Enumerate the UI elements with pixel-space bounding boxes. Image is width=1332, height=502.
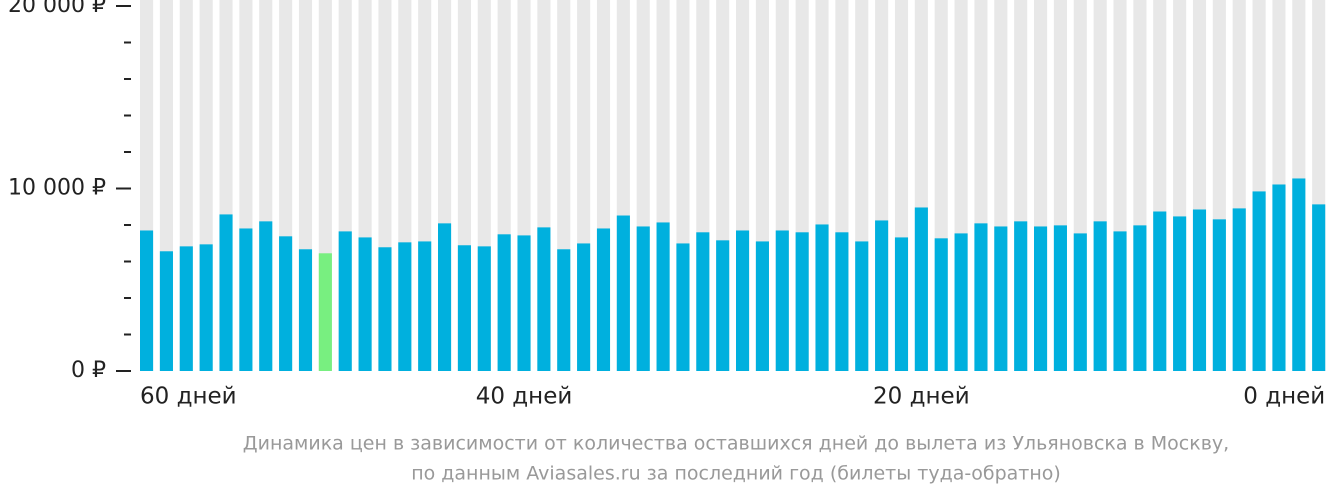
bar (577, 243, 591, 371)
bar (1034, 226, 1048, 371)
bar (1153, 211, 1167, 371)
bar (1292, 178, 1306, 371)
bar (477, 246, 491, 371)
bar (894, 237, 909, 371)
bar (457, 245, 471, 371)
y-tick-label: 20 000 ₽ (8, 0, 106, 18)
bar (1014, 221, 1028, 371)
bar (1093, 221, 1107, 371)
bar (994, 226, 1008, 371)
bar (159, 251, 173, 371)
bar (914, 207, 928, 371)
bar (279, 236, 293, 371)
bar (716, 240, 730, 371)
bar (219, 214, 233, 371)
bar (656, 222, 670, 371)
bar (199, 244, 213, 371)
bar (815, 224, 829, 371)
bar (974, 223, 988, 371)
bar (616, 215, 630, 371)
bar (1192, 209, 1207, 371)
bar (179, 246, 193, 371)
bar (736, 230, 750, 371)
bar (438, 223, 452, 371)
bar (1252, 191, 1266, 371)
bar (537, 227, 551, 371)
bar (338, 231, 352, 371)
bar (636, 226, 650, 371)
bar (497, 234, 511, 371)
bar (259, 221, 273, 371)
bar (755, 241, 769, 371)
bar (358, 237, 372, 371)
x-tick-label: 0 дней (1243, 384, 1325, 410)
bar (775, 230, 789, 371)
bar (398, 242, 412, 371)
bar (1212, 219, 1226, 371)
bar (1173, 216, 1187, 371)
bar (557, 249, 571, 371)
y-tick-label: 0 ₽ (71, 358, 106, 383)
bar (418, 241, 432, 371)
bar (318, 253, 332, 371)
bar (378, 247, 392, 371)
bar (696, 232, 710, 371)
bar (835, 232, 849, 371)
bar (1113, 231, 1127, 371)
bar (1133, 225, 1147, 371)
bar (140, 230, 154, 371)
caption: Динамика цен в зависимости от количества… (243, 433, 1229, 455)
caption: по данным Aviasales.ru за последний год … (411, 463, 1061, 485)
bar (517, 235, 531, 371)
bar (934, 238, 948, 371)
bar (855, 241, 869, 371)
x-tick-label: 40 дней (476, 384, 573, 410)
x-tick-label: 20 дней (873, 384, 970, 410)
bar (676, 243, 690, 371)
bar (1073, 233, 1087, 371)
bar (1272, 184, 1286, 371)
bar (239, 228, 253, 371)
bar (1053, 225, 1067, 371)
y-tick-label: 10 000 ₽ (8, 176, 106, 201)
bar (795, 232, 809, 371)
bar (875, 220, 889, 371)
bar (298, 249, 313, 371)
x-tick-label: 60 дней (140, 384, 237, 410)
bar (954, 233, 968, 371)
bar (1312, 204, 1326, 371)
bar (1232, 208, 1246, 371)
bar (596, 228, 611, 371)
